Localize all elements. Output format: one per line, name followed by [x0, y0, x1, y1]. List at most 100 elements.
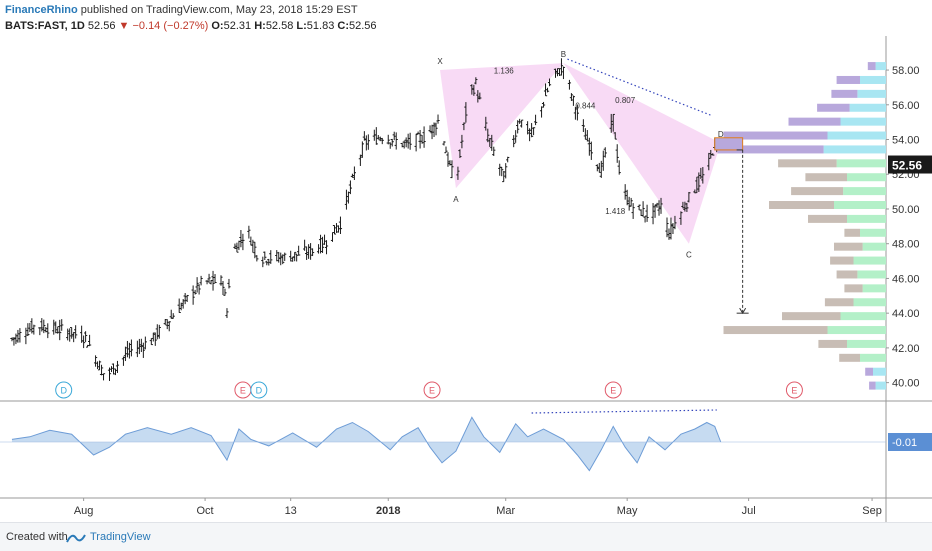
- volume-up-bar: [849, 103, 886, 112]
- prz-box: [714, 137, 744, 151]
- publisher-line: FinanceRhino published on TradingView.co…: [5, 4, 358, 16]
- volume-down-bar: [834, 242, 863, 251]
- volume-down-bar: [836, 270, 858, 279]
- volume-up-bar: [847, 339, 886, 348]
- volume-down-bar: [824, 298, 854, 307]
- volume-down-bar: [839, 353, 860, 362]
- volume-up-bar: [875, 381, 886, 390]
- harmonic-xab-fill: [440, 63, 564, 189]
- ohlc-line: BATS:FAST, 1D 52.56 ▼ −0.14 (−0.27%) O:5…: [5, 20, 377, 32]
- high-value: 52.58: [265, 20, 294, 32]
- author-link[interactable]: FinanceRhino: [5, 4, 78, 16]
- price-bars: [10, 58, 719, 381]
- open-label: O:: [211, 20, 224, 32]
- volume-down-bar: [782, 312, 841, 321]
- volume-down-bar: [778, 159, 837, 168]
- high-label: H:: [254, 20, 266, 32]
- volume-up-bar: [857, 89, 886, 98]
- y-tick-label: 50.00: [892, 204, 920, 216]
- y-tick-label: 44.00: [892, 308, 920, 320]
- volume-up-bar: [860, 353, 886, 362]
- volume-down-bar: [717, 145, 824, 154]
- volume-down-bar: [869, 381, 876, 390]
- price-change: −0.14 (−0.27%): [132, 20, 209, 32]
- earnings-marker: [785, 381, 803, 399]
- volume-up-bar: [840, 117, 886, 126]
- volume-up-bar: [836, 159, 886, 168]
- oscillator-area: [11, 417, 721, 471]
- low-label: L:: [296, 20, 307, 32]
- volume-up-bar: [862, 242, 886, 251]
- pattern-ratio: 0.844: [575, 101, 596, 110]
- volume-down-bar: [805, 173, 847, 182]
- x-tick-label: Jul: [742, 505, 756, 517]
- y-tick-label: 40.00: [892, 378, 920, 390]
- volume-up-bar: [827, 326, 886, 335]
- volume-down-bar: [817, 103, 850, 112]
- volume-down-bar: [844, 284, 863, 293]
- x-tick-label: 2018: [376, 505, 400, 517]
- event-label: E: [240, 386, 246, 396]
- volume-up-bar: [827, 131, 886, 140]
- pattern-point-x: X: [437, 57, 443, 66]
- volume-up-bar: [873, 367, 886, 376]
- volume-up-bar: [847, 173, 886, 182]
- y-tick-label: 58.00: [892, 65, 920, 77]
- low-value: 51.83: [306, 20, 335, 32]
- x-tick-label: Sep: [862, 505, 882, 517]
- harmonic-bcd-fill: [563, 63, 721, 244]
- volume-up-bar: [847, 214, 886, 223]
- pattern-point-b: B: [561, 50, 566, 59]
- pattern-point-a: A: [453, 195, 459, 204]
- event-label: D: [256, 386, 263, 396]
- pattern-ratio: 1.418: [605, 207, 626, 216]
- trend-line: [567, 58, 712, 116]
- volume-up-bar: [834, 201, 886, 210]
- event-label: E: [791, 386, 797, 396]
- event-label: E: [610, 386, 616, 396]
- volume-down-bar: [791, 187, 844, 196]
- y-tick-label: 56.00: [892, 100, 920, 112]
- oscillator-badge: [888, 433, 932, 451]
- symbol-label[interactable]: BATS:FAST, 1D: [5, 20, 85, 32]
- oscillator-trend-line: [531, 409, 717, 414]
- y-tick-label: 46.00: [892, 273, 920, 285]
- price-chart[interactable]: X A B C D 1.136 0.844 0.807 1.418 40.00 42.00 44.00…: [0, 36, 932, 522]
- volume-down-bar: [865, 367, 873, 376]
- y-tick-label: 42.00: [892, 343, 920, 355]
- pattern-ratio: 0.807: [615, 96, 636, 105]
- volume-up-bar: [823, 145, 886, 154]
- pattern-point-c: C: [686, 251, 692, 260]
- created-with-text: Created with: [6, 531, 68, 543]
- down-arrow-icon: ▼: [118, 20, 130, 32]
- pattern-ratio: 1.136: [494, 67, 515, 76]
- oscillator-label: -0.01: [892, 437, 917, 449]
- volume-up-bar: [862, 284, 886, 293]
- x-tick-label: 13: [285, 505, 297, 517]
- close-value: 52.56: [349, 20, 377, 32]
- footer: Created with TradingView: [0, 522, 932, 551]
- volume-down-bar: [844, 228, 860, 237]
- volume-down-bar: [831, 89, 858, 98]
- last-price-badge: [888, 155, 932, 174]
- volume-down-bar: [830, 256, 854, 265]
- volume-up-bar: [853, 256, 886, 265]
- volume-up-bar: [860, 228, 886, 237]
- volume-up-bar: [840, 312, 886, 321]
- last-price: 52.56: [87, 20, 116, 32]
- x-tick-label: Aug: [74, 505, 94, 517]
- volume-down-bar: [808, 214, 847, 223]
- brand-link[interactable]: TradingView: [90, 531, 151, 543]
- earnings-marker: [423, 381, 441, 399]
- dividend-marker: [55, 381, 73, 399]
- tradingview-logo-icon: [66, 534, 86, 543]
- x-tick-label: Mar: [496, 505, 515, 517]
- volume-down-bar: [788, 117, 841, 126]
- y-tick-label: 54.00: [892, 135, 920, 147]
- open-value: 52.31: [223, 20, 252, 32]
- x-tick-label: May: [617, 505, 638, 517]
- dividend-marker: [250, 381, 268, 399]
- published-text: published on TradingView.com, May 23, 20…: [80, 4, 358, 16]
- y-tick-label: 48.00: [892, 239, 920, 251]
- event-label: D: [60, 386, 67, 396]
